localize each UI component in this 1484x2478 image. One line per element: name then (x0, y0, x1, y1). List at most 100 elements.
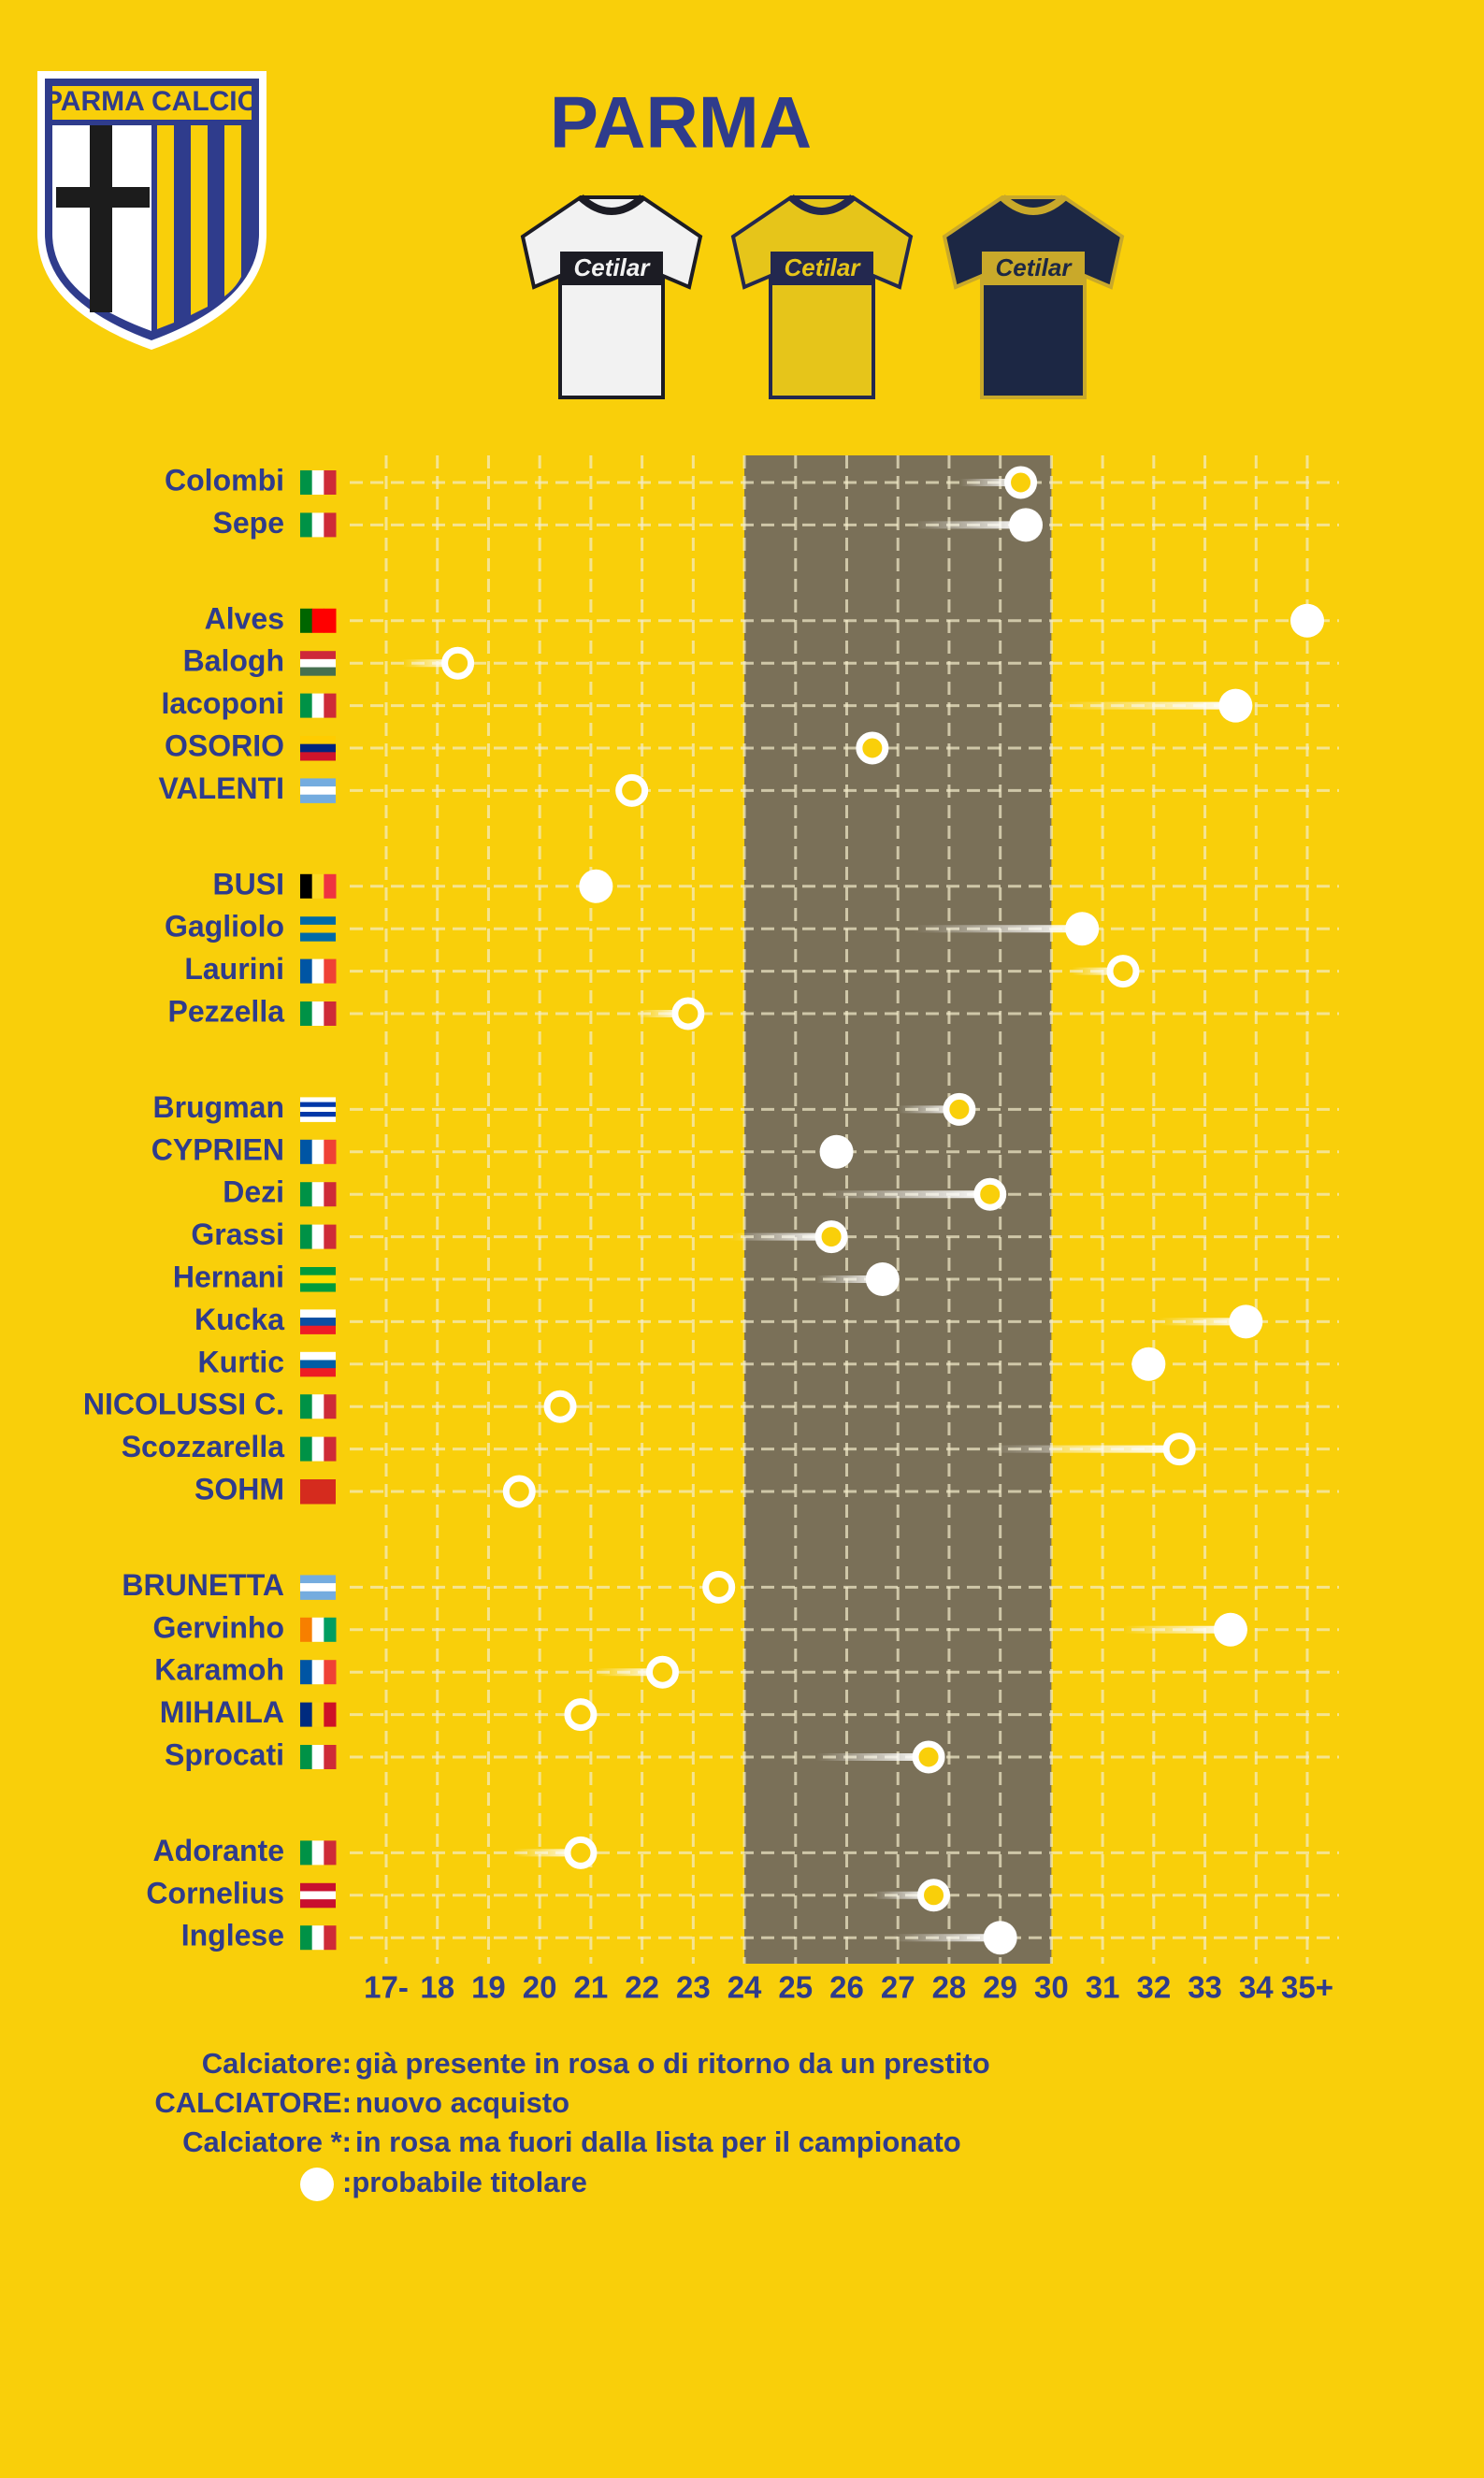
jersey-band (560, 252, 663, 285)
player-name: Cornelius (146, 1876, 284, 1909)
flag (300, 1575, 336, 1600)
flag-stripe (324, 958, 337, 984)
x-tick-label: 34 (1239, 1970, 1274, 2005)
player-name: OSORIO (165, 728, 284, 762)
player-name: Gagliolo (165, 910, 284, 944)
dot (702, 1570, 736, 1604)
dot (1004, 466, 1038, 499)
player-name: Hernani (173, 1260, 284, 1293)
flag (300, 1001, 337, 1026)
player-name: Laurini (184, 952, 284, 986)
flag-stripe (300, 924, 336, 934)
flag-stripe (300, 736, 336, 745)
dot-starter (579, 869, 613, 903)
jersey-band (771, 252, 873, 285)
flag-stripe (324, 1840, 337, 1866)
flag-stripe (324, 1925, 337, 1951)
flag-stripe (300, 1267, 336, 1276)
dot (943, 1092, 976, 1126)
flag-stripe (324, 873, 337, 899)
flag-stripe (300, 1436, 313, 1462)
legend-text: già presente in rosa o di ritorno da un … (355, 2047, 990, 2080)
jersey-collar (578, 194, 645, 215)
flag-stripe (311, 1925, 324, 1951)
flag (300, 1925, 337, 1951)
player-name: VALENTI (158, 771, 284, 805)
dot-starter (1290, 603, 1324, 638)
flag-stripe (300, 1394, 313, 1419)
logo-text: PARMA CALCIO (44, 86, 259, 117)
flag-stripe (324, 1182, 337, 1207)
player-name: BUSI (213, 867, 284, 900)
player-name: Dezi (223, 1175, 284, 1209)
flag-stripe (300, 1117, 336, 1122)
flag-stripe (324, 470, 337, 495)
flag-stripe (324, 1702, 337, 1727)
flag (300, 958, 337, 984)
flag-stripe (300, 512, 313, 538)
player-name: Balogh (183, 644, 284, 678)
x-tick-label: 29 (983, 1970, 1017, 2005)
legend-text: :probabile titolare (342, 2166, 587, 2198)
jersey-body (730, 195, 914, 399)
flag-stripe (311, 1394, 324, 1419)
flag-stripe (300, 778, 336, 787)
flag-stripe (300, 651, 336, 660)
player-name: SOHM (195, 1472, 284, 1506)
flag-stripe (311, 1745, 324, 1769)
flag (300, 1267, 336, 1292)
jersey: Cetilar (730, 194, 914, 399)
flag (300, 1351, 336, 1377)
dot-starter (1065, 912, 1100, 946)
flag-stripe (300, 1925, 313, 1951)
legend-key: Calciatore *: (182, 2125, 352, 2158)
x-tick-label: 24 (728, 1970, 762, 2005)
legend-text: nuovo acquisto (355, 2086, 569, 2119)
flag (300, 1660, 337, 1685)
x-tick-label: 28 (932, 1970, 967, 2005)
chart-title: PARMA (550, 81, 812, 164)
flag (300, 651, 336, 676)
flag (300, 1479, 336, 1505)
x-tick-label: 33 (1188, 1970, 1222, 2005)
flag-stripe (324, 693, 337, 718)
flag-stripe (311, 608, 324, 633)
flag-stripe (300, 693, 313, 718)
x-tick-label: 35+ (1281, 1970, 1333, 2005)
flag-stripe (300, 1112, 336, 1117)
flag-stripe (324, 1745, 337, 1769)
flag (300, 1309, 336, 1334)
x-tick-label: 31 (1086, 1970, 1120, 2005)
player-name: CYPRIEN (151, 1132, 284, 1166)
flag-stripe (311, 958, 324, 984)
flag-stripe (300, 873, 313, 899)
jersey-sponsor: Cetilar (785, 253, 862, 281)
flag-stripe (300, 1102, 336, 1108)
flag-stripe (300, 786, 336, 796)
logo-band (52, 86, 252, 120)
flag-stripe (300, 1283, 336, 1292)
dot (564, 1698, 598, 1732)
flag-stripe (311, 470, 324, 495)
x-tick-label: 30 (1034, 1970, 1069, 2005)
flag-stripe (300, 1899, 336, 1909)
flag (300, 736, 336, 761)
jersey-sponsor: Cetilar (574, 253, 652, 281)
flag (300, 608, 337, 633)
player-name: Scozzarella (122, 1430, 285, 1463)
jersey-body (520, 195, 703, 399)
flag-stripe (324, 512, 337, 538)
player-name: MIHAILA (160, 1695, 284, 1729)
flag (300, 693, 337, 718)
flag-stripe (324, 1001, 337, 1026)
flag-stripe (311, 1224, 324, 1249)
flag-stripe (324, 608, 337, 633)
flag (300, 512, 337, 538)
x-tick-label: 26 (829, 1970, 864, 2005)
flag-stripe (311, 1182, 324, 1207)
flag-stripe (311, 1436, 324, 1462)
player-name: BRUNETTA (122, 1568, 284, 1602)
player-name: Kurtic (198, 1345, 284, 1378)
